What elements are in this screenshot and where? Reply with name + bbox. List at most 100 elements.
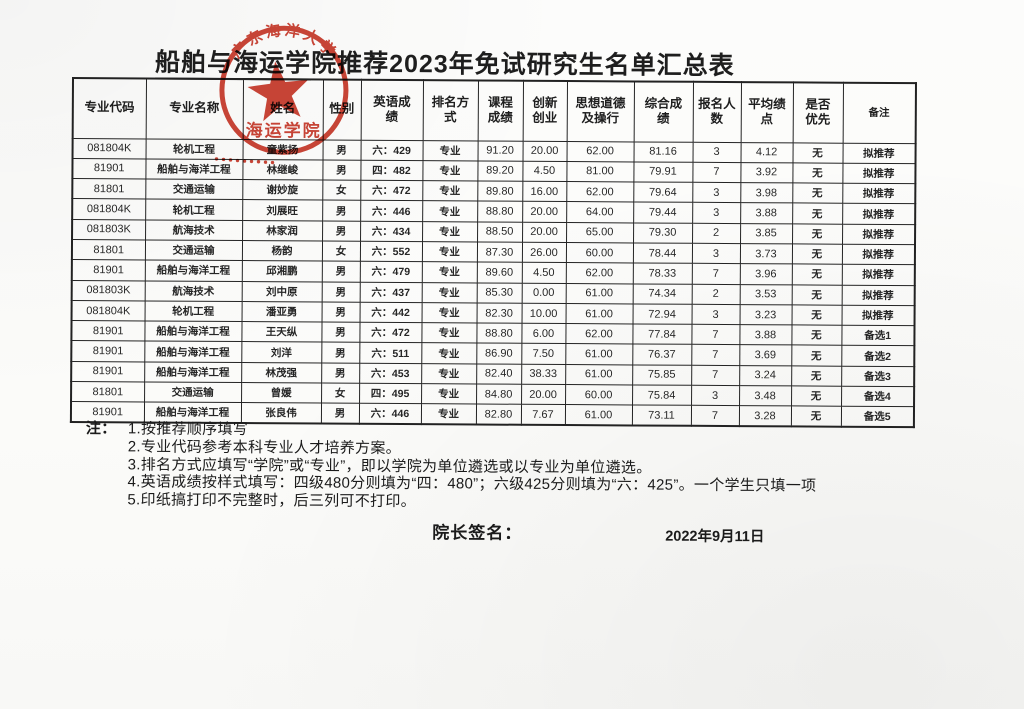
table-cell: 六：446 <box>360 200 423 222</box>
table-cell: 3.85 <box>740 223 793 244</box>
table-cell: 4.12 <box>740 142 793 163</box>
table-cell: 3.48 <box>739 385 792 407</box>
table-cell: 88.80 <box>476 323 522 344</box>
table-cell: 无 <box>791 365 842 387</box>
table-cell: 81901 <box>71 320 145 342</box>
table-cell: 62.00 <box>565 262 633 284</box>
table-cell: 无 <box>792 183 843 204</box>
table-cell: 无 <box>791 264 842 285</box>
column-header: 是否 优先 <box>792 82 843 143</box>
table-cell: 79.64 <box>633 182 693 203</box>
table-cell: 0.00 <box>521 282 566 304</box>
summary-table-wrap: 专业代码 专业名称 姓名 性别 英语成 绩排名方 式课程 成绩 创新 创业 思想道德 及操行… <box>69 77 918 429</box>
table-cell: 89.80 <box>477 181 523 202</box>
table-cell: 78.33 <box>632 263 692 284</box>
table-cell: 专业 <box>421 363 477 385</box>
table-cell: 船舶与海洋工程 <box>145 158 243 180</box>
table-cell: 备选4 <box>841 386 915 408</box>
table-cell: 王天纵 <box>241 321 322 343</box>
table-cell: 81801 <box>72 178 146 200</box>
table-cell: 78.44 <box>632 242 693 264</box>
table-cell: 20.00 <box>522 221 567 243</box>
table-cell: 船舶与海洋工程 <box>144 321 242 343</box>
table-cell: 交通运输 <box>144 382 242 403</box>
table-cell: 79.91 <box>633 161 693 183</box>
table-cell: 专业 <box>421 322 477 344</box>
table-cell: 87.30 <box>476 241 523 263</box>
table-cell: 六：429 <box>360 139 423 161</box>
table-cell: 88.50 <box>477 221 523 243</box>
table-cell: 81801 <box>71 239 146 261</box>
table-cell: 10.00 <box>521 303 566 324</box>
table-cell: 无 <box>792 142 843 164</box>
table-cell: 84.80 <box>476 384 522 405</box>
table-cell: 男 <box>321 281 360 303</box>
table-cell: 7 <box>691 365 740 386</box>
table-cell: 60.00 <box>565 384 633 406</box>
table-cell: 六：442 <box>359 302 422 323</box>
table-cell: 拟推荐 <box>842 183 916 205</box>
column-header: 姓名 <box>242 79 324 140</box>
table-cell: 无 <box>792 162 843 184</box>
table-cell: 20.00 <box>521 384 566 405</box>
table-cell: 拟推荐 <box>841 305 915 326</box>
table-cell: 曾媛 <box>241 382 322 404</box>
table-cell: 89.60 <box>476 262 522 283</box>
table-cell: 男 <box>321 342 360 364</box>
table-cell: 2 <box>692 222 741 244</box>
column-header: 报名人 数 <box>692 81 741 143</box>
header-row: 专业代码 专业名称 姓名 性别 英语成 绩排名方 式课程 成绩 创新 创业 思想道德 及操行… <box>72 78 916 144</box>
table-cell: 航海技术 <box>145 219 243 241</box>
table-cell: 91.20 <box>477 140 523 162</box>
table-cell: 谢妙旋 <box>242 179 323 201</box>
table-cell: 62.00 <box>565 323 633 345</box>
column-header: 课程 成绩 <box>477 80 524 141</box>
table-cell: 76.37 <box>632 344 692 366</box>
table-cell: 专业 <box>422 160 478 182</box>
column-header: 创新 创业 <box>522 80 568 142</box>
table-cell: 81801 <box>71 381 145 403</box>
table-cell: 81901 <box>71 361 145 383</box>
table-cell: 男 <box>321 362 360 384</box>
table-cell: 82.40 <box>476 363 522 385</box>
table-body: 081804K 轮机工程 童紫扬男六：429 专业 91.20 20.00 62.00 81.… <box>70 138 916 428</box>
table-cell: 79.30 <box>633 222 693 244</box>
table-cell: 刘中原 <box>241 281 322 302</box>
table-cell: 081803K <box>71 280 145 301</box>
table-cell: 专业 <box>421 261 477 283</box>
table-cell: 拟推荐 <box>841 244 916 265</box>
table-cell: 无 <box>791 385 842 407</box>
table-cell: 72.94 <box>632 303 692 325</box>
table-cell: 备选5 <box>840 406 915 428</box>
summary-table: 专业代码 专业名称 姓名 性别 英语成 绩排名方 式课程 成绩 创新 创业 思想道德 及操行… <box>69 77 918 429</box>
table-cell: 六：472 <box>360 180 423 202</box>
table-cell: 女 <box>322 180 361 201</box>
table-cell: 备选1 <box>841 325 915 347</box>
dean-signature-label: 院长签名： <box>432 523 523 543</box>
table-cell: 无 <box>791 304 842 326</box>
table-cell: 38.33 <box>521 364 566 385</box>
table-cell: 3.69 <box>739 345 792 366</box>
table-cell: 男 <box>322 220 361 242</box>
table-cell: 男 <box>322 139 361 161</box>
table-cell: 六：453 <box>359 363 422 384</box>
table-cell: 潘亚勇 <box>241 301 322 323</box>
table-cell: 专业 <box>421 241 478 263</box>
table-cell: 081804K <box>72 138 146 159</box>
table-cell: 杨韵 <box>241 240 323 262</box>
table-cell: 专业 <box>421 383 477 405</box>
table-cell: 3 <box>692 182 741 203</box>
table-cell: 男 <box>321 261 360 282</box>
table-cell: 无 <box>791 284 842 306</box>
table-cell: 六：479 <box>359 261 422 283</box>
table-cell: 刘洋 <box>241 342 322 363</box>
title-underlined-part: 船舶与海运学 <box>155 48 312 81</box>
table-cell: 专业 <box>422 201 478 222</box>
table-cell: 六：437 <box>359 281 422 303</box>
table-cell: 男 <box>321 322 360 343</box>
table-cell: 无 <box>792 223 843 245</box>
table-cell: 3 <box>691 385 740 406</box>
table-cell: 专业 <box>422 221 478 242</box>
table-cell: 船舶与海洋工程 <box>144 361 242 383</box>
